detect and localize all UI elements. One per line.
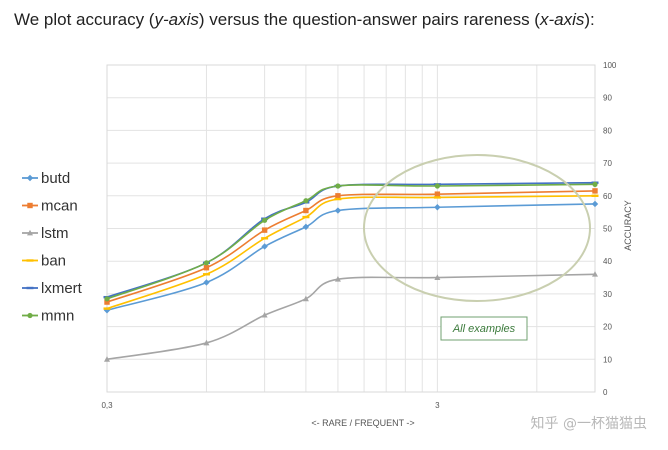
highlight-ellipse (363, 154, 591, 302)
y-axis-ticks: 0 10 20 30 40 50 60 70 80 90 100 (603, 61, 617, 397)
data-point-butd (591, 200, 599, 208)
legend-label: ban (41, 253, 66, 270)
data-point-ban (591, 194, 599, 197)
legend-label: mcan (41, 198, 78, 215)
y-tick-label: 80 (603, 126, 612, 135)
series-mcan (104, 188, 598, 305)
legend-item-butd: butd (22, 170, 70, 187)
data-point-mcan (303, 207, 309, 214)
data-point-ban (433, 196, 441, 199)
y-axis-title: ACCURACY (623, 200, 633, 251)
legend-item-mcan: mcan (22, 198, 78, 215)
legend-swatch-marker (27, 312, 33, 319)
series-line-mmn (106, 183, 596, 300)
x-tick-label: 0,3 (101, 401, 113, 410)
data-point-lstm (434, 274, 441, 280)
legend-label: lstm (41, 225, 69, 242)
data-point-mcan (592, 188, 598, 194)
y-tick-label: 60 (603, 192, 612, 201)
series-line-lxmert (106, 181, 596, 298)
caption-x-axis: x-axis (539, 10, 585, 29)
data-point-mmn (104, 296, 110, 302)
caption: We plot accuracy (y-axis) versus the que… (14, 10, 595, 30)
series-lines (103, 181, 599, 362)
series-lxmert (103, 181, 599, 299)
legend-label: butd (41, 170, 70, 187)
data-point-butd (434, 204, 441, 211)
legend-swatch-marker (26, 259, 34, 262)
series-butd (103, 200, 599, 314)
legend-item-mmn: mmn (22, 308, 74, 325)
y-tick-label: 40 (603, 257, 612, 266)
data-point-ban (302, 215, 310, 219)
y-tick-label: 70 (603, 159, 612, 168)
data-point-mcan (203, 265, 210, 271)
y-tick-label: 0 (603, 388, 608, 397)
y-tick-label: 50 (603, 225, 612, 234)
data-point-mmn (203, 260, 210, 266)
data-point-mcan (335, 193, 341, 199)
legend-item-ban: ban (22, 253, 66, 270)
data-point-mmn (592, 181, 598, 187)
y-tick-label: 10 (603, 355, 612, 364)
data-point-mcan (434, 191, 441, 197)
data-point-lstm (261, 311, 268, 318)
data-point-mcan (261, 227, 268, 233)
legend-label: mmn (41, 308, 74, 325)
data-point-butd (261, 243, 268, 250)
data-point-lstm (104, 356, 110, 362)
legend-swatch-marker (26, 286, 34, 290)
series-line-mcan (106, 190, 596, 303)
y-tick-label: 90 (603, 94, 612, 103)
data-point-ban (261, 237, 269, 240)
legend: butd mcan lstm ban lxmert mmn (22, 170, 83, 325)
caption-part-5: ): (584, 10, 595, 29)
data-point-mcan (104, 299, 110, 305)
annotation-box (440, 316, 528, 341)
legend-label: lxmert (41, 280, 83, 297)
caption-part-3: ) versus the question-answer pairs raren… (198, 10, 540, 29)
y-tick-label: 100 (603, 61, 617, 70)
data-point-ban (103, 307, 111, 310)
data-point-mmn (303, 198, 309, 204)
watermark: 知乎 @一杯猫猫虫 (531, 415, 647, 432)
annotation-text: All examples (452, 323, 516, 335)
legend-item-lxmert: lxmert (22, 280, 83, 297)
data-point-lstm (592, 271, 598, 277)
data-point-butd (334, 207, 342, 214)
data-point-mmn (335, 183, 341, 189)
plot-border (106, 64, 596, 393)
y-tick-label: 20 (603, 323, 612, 332)
data-point-ban (334, 197, 342, 201)
caption-y-axis: y-axis (154, 10, 199, 29)
data-point-lstm (334, 275, 341, 282)
x-axis-ticks: 0,3 3 (101, 401, 440, 410)
x-tick-label: 3 (435, 401, 440, 410)
legend-item-lstm: lstm (22, 225, 69, 242)
series-mmn (104, 181, 598, 302)
plot-grid (106, 64, 596, 393)
x-axis-title: <- RARE / FREQUENT -> (311, 418, 414, 428)
data-point-butd (302, 223, 310, 231)
series-ban (103, 194, 599, 310)
data-point-ban (202, 273, 210, 276)
data-point-mmn (262, 217, 268, 223)
series-lstm (104, 271, 598, 362)
y-tick-label: 30 (603, 290, 612, 299)
data-point-lstm (203, 339, 210, 346)
legend-swatch-marker (27, 229, 33, 236)
data-point-lstm (302, 295, 309, 302)
data-point-mmn (434, 183, 440, 189)
caption-part-1: We plot accuracy ( (14, 10, 155, 29)
data-point-butd (203, 279, 210, 286)
legend-swatch-marker (26, 174, 34, 182)
legend-swatch-marker (27, 202, 33, 209)
